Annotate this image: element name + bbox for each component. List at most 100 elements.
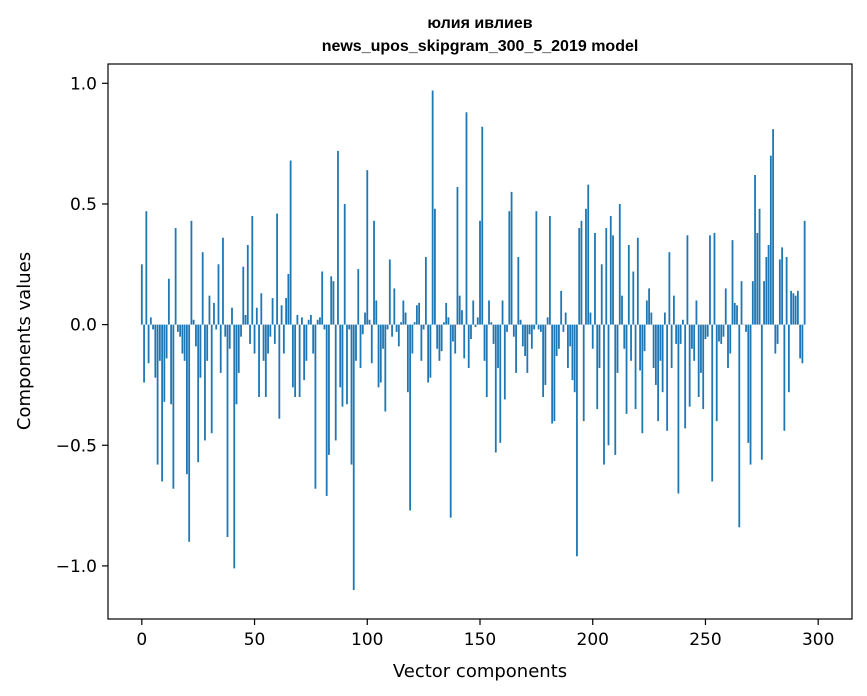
bar-component-243 xyxy=(688,324,691,407)
bar-component-106 xyxy=(379,324,382,383)
bar-component-288 xyxy=(790,290,793,325)
bar-component-27 xyxy=(201,252,204,325)
bar-component-49 xyxy=(251,216,254,325)
bar-component-199 xyxy=(589,312,592,325)
bar-component-37 xyxy=(224,324,227,337)
bar-component-102 xyxy=(370,324,373,364)
bar-component-287 xyxy=(787,324,790,393)
bar-component-197 xyxy=(585,208,587,325)
bar-component-182 xyxy=(551,324,554,424)
bar-component-234 xyxy=(668,252,671,325)
bar-component-211 xyxy=(616,324,619,373)
bar-component-103 xyxy=(373,220,375,325)
bar-component-83 xyxy=(328,324,330,455)
bar-component-90 xyxy=(343,203,346,325)
bar-component-135 xyxy=(445,302,448,325)
bar-component-246 xyxy=(695,300,698,325)
bar-component-271 xyxy=(751,281,754,325)
bar-component-0 xyxy=(140,264,143,325)
bar-component-196 xyxy=(582,324,585,422)
bar-component-181 xyxy=(548,216,551,325)
bar-component-222 xyxy=(641,324,644,434)
bar-component-225 xyxy=(648,288,650,325)
x-tick-label: 150 xyxy=(464,630,496,650)
bar-component-245 xyxy=(693,324,696,361)
bar-component-280 xyxy=(772,129,774,325)
bar-component-195 xyxy=(580,220,583,325)
bar-component-219 xyxy=(634,324,637,410)
bar-component-139 xyxy=(454,324,457,354)
bar-component-154 xyxy=(488,300,490,325)
bar-component-223 xyxy=(643,324,646,352)
bar-component-73 xyxy=(305,324,308,361)
bar-component-262 xyxy=(731,240,734,325)
bar-component-171 xyxy=(526,324,529,373)
bar-component-260 xyxy=(727,324,729,369)
bar-component-251 xyxy=(706,324,709,337)
bar-component-25 xyxy=(197,324,200,463)
bar-series xyxy=(140,90,806,591)
y-axis: −1.0 −0.5 0.0 0.5 1.0 xyxy=(56,74,108,577)
bar-component-170 xyxy=(524,324,526,356)
bar-component-178 xyxy=(542,324,545,397)
bar-component-150 xyxy=(479,220,481,325)
bar-component-201 xyxy=(594,232,596,325)
bar-component-30 xyxy=(208,295,211,325)
bar-component-115 xyxy=(400,322,402,325)
bar-component-249 xyxy=(702,324,705,410)
bar-component-132 xyxy=(438,324,441,361)
bar-component-213 xyxy=(621,295,623,325)
bar-component-116 xyxy=(402,300,405,325)
bar-component-177 xyxy=(539,324,542,332)
bar-component-191 xyxy=(571,324,574,381)
bar-component-208 xyxy=(609,216,612,325)
bar-component-283 xyxy=(778,259,781,325)
bar-component-186 xyxy=(560,290,563,325)
bar-component-134 xyxy=(443,322,445,325)
x-tick-label: 50 xyxy=(244,630,266,650)
bar-component-24 xyxy=(195,324,197,347)
bar-component-292 xyxy=(799,324,802,359)
bar-component-13 xyxy=(170,324,173,405)
bar-component-114 xyxy=(397,324,400,347)
bar-component-94 xyxy=(352,324,355,591)
bar-component-78 xyxy=(316,319,319,325)
bar-component-62 xyxy=(280,305,283,325)
bar-component-6 xyxy=(154,324,157,378)
chart-title: юлия ивлиев xyxy=(427,15,532,32)
bar-component-281 xyxy=(774,324,777,354)
bar-component-284 xyxy=(781,247,784,325)
bar-component-261 xyxy=(729,324,732,354)
bar-component-1 xyxy=(143,324,145,383)
bar-component-237 xyxy=(675,324,678,344)
bar-component-23 xyxy=(192,319,195,325)
bar-component-128 xyxy=(429,324,432,378)
bar-component-215 xyxy=(625,324,628,414)
bar-component-71 xyxy=(300,317,303,325)
bar-component-58 xyxy=(271,298,274,325)
bar-component-155 xyxy=(490,322,493,325)
bar-component-21 xyxy=(188,324,191,542)
bar-component-275 xyxy=(760,324,763,460)
bar-component-259 xyxy=(724,288,727,325)
bar-component-244 xyxy=(691,324,693,349)
bar-component-226 xyxy=(650,312,653,325)
bar-component-95 xyxy=(355,324,357,361)
bar-component-33 xyxy=(215,324,218,330)
bar-component-48 xyxy=(249,324,251,344)
bar-component-224 xyxy=(645,300,648,325)
bar-component-231 xyxy=(661,324,664,393)
bar-component-217 xyxy=(630,324,632,361)
bar-component-241 xyxy=(684,324,687,429)
bar-component-14 xyxy=(172,324,175,489)
bar-component-29 xyxy=(206,324,209,361)
bar-component-96 xyxy=(357,269,360,325)
bar-component-187 xyxy=(562,324,565,332)
bar-component-188 xyxy=(564,312,567,325)
bar-component-205 xyxy=(603,324,605,465)
x-tick-label: 0 xyxy=(136,630,147,650)
bar-component-4 xyxy=(149,317,152,325)
bar-component-257 xyxy=(720,324,723,344)
bar-component-236 xyxy=(672,295,675,325)
